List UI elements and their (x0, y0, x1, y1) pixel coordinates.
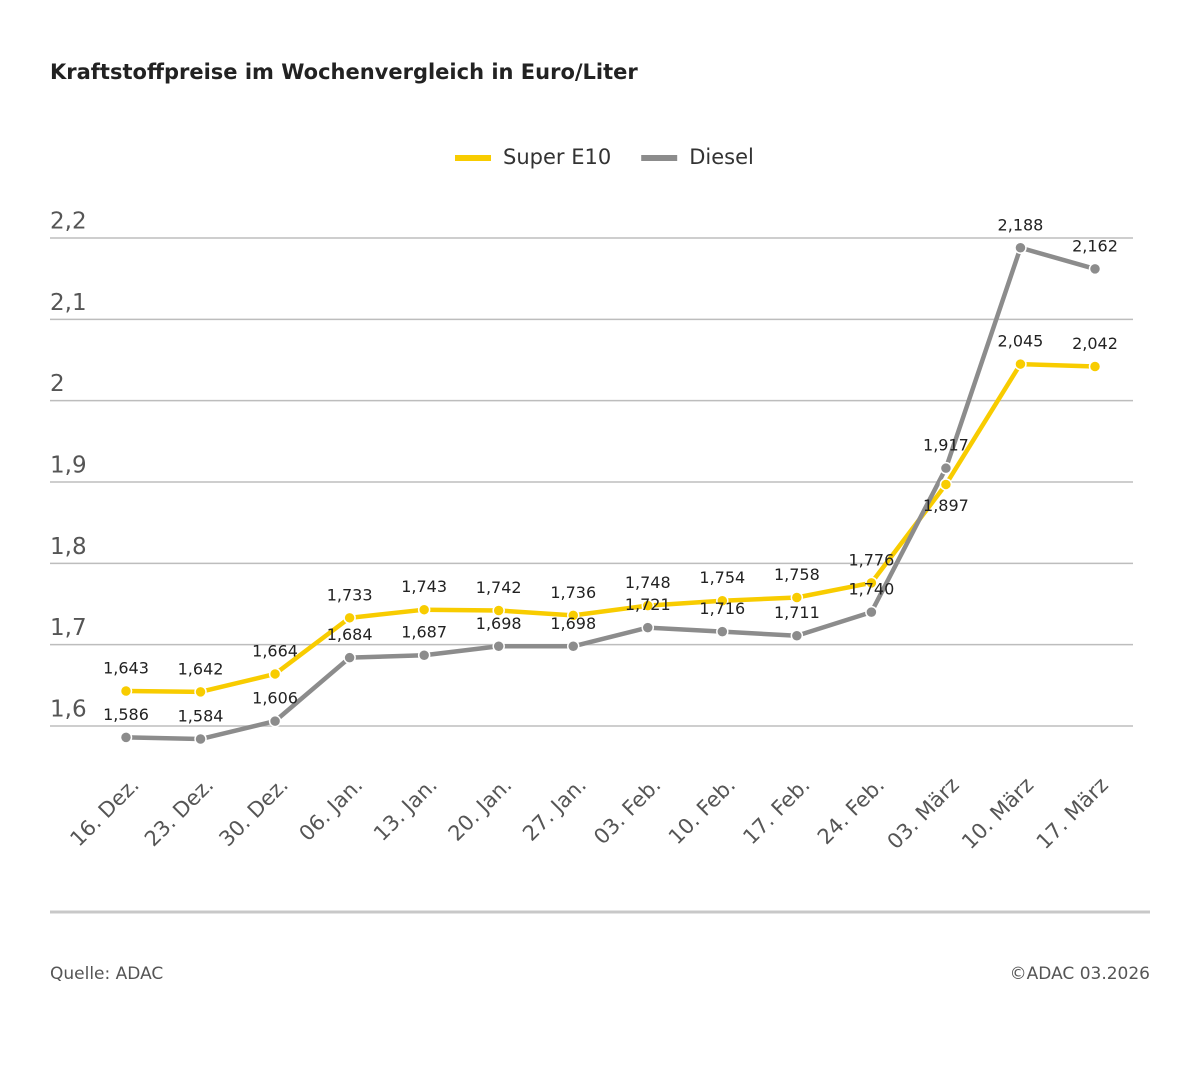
data-label: 1,684 (327, 625, 373, 644)
data-point (119, 731, 133, 744)
y-tick-label: 2,1 (50, 290, 87, 316)
data-label: 1,698 (550, 614, 596, 633)
data-point (939, 461, 953, 475)
data-point (343, 651, 356, 664)
y-tick-label: 2,2 (50, 209, 87, 235)
data-label: 1,606 (252, 689, 298, 708)
legend-label: Super E10 (503, 145, 611, 169)
data-point (566, 640, 580, 653)
data-label: 1,642 (178, 659, 224, 678)
data-label: 1,736 (550, 583, 596, 602)
series-line (125, 361, 1096, 695)
y-tick-label: 1,7 (50, 615, 87, 641)
y-tick-label: 1,6 (50, 697, 87, 723)
data-point (343, 611, 356, 625)
data-label: 1,917 (923, 436, 969, 455)
chart-title: Kraftstoffpreise im Wochenvergleich in E… (50, 60, 638, 84)
data-point (1088, 262, 1102, 276)
data-label: 1,716 (699, 599, 745, 618)
data-label: 1,721 (625, 595, 671, 614)
data-point (716, 625, 729, 638)
data-point (492, 640, 505, 653)
data-label: 1,733 (327, 585, 373, 604)
data-point (641, 599, 655, 612)
data-point (566, 609, 580, 622)
data-point (790, 591, 804, 604)
data-label: 1,742 (476, 578, 522, 597)
y-tick-label: 2 (50, 371, 65, 397)
data-point (417, 648, 431, 662)
data-point (268, 714, 282, 728)
data-label: 2,042 (1072, 334, 1118, 353)
data-point (1014, 357, 1027, 371)
data-point (1014, 241, 1027, 255)
data-point (268, 667, 282, 681)
data-point (641, 621, 655, 634)
data-point (1088, 360, 1102, 373)
data-point (194, 685, 207, 699)
data-label: 1,698 (476, 614, 522, 633)
data-point (417, 603, 431, 616)
data-point (939, 478, 953, 491)
y-tick-label: 1,8 (50, 534, 87, 560)
data-point (790, 629, 804, 642)
data-label: 1,748 (625, 573, 671, 592)
data-label: 2,045 (998, 332, 1044, 351)
data-label: 1,758 (774, 565, 820, 584)
credit: ©ADAC 03.2026 (1010, 964, 1150, 984)
series-line (125, 245, 1096, 742)
data-label: 1,643 (103, 659, 149, 678)
data-label: 2,162 (1072, 236, 1118, 255)
data-point (865, 605, 878, 619)
source: Quelle: ADAC (50, 964, 163, 984)
data-label: 1,743 (401, 577, 447, 596)
y-tick-label: 1,9 (50, 453, 87, 479)
data-point (865, 576, 878, 590)
data-point (492, 604, 505, 617)
data-label: 1,687 (401, 623, 447, 642)
data-label: 1,586 (103, 705, 149, 724)
data-label: 1,754 (699, 568, 745, 587)
data-point (716, 594, 729, 607)
data-point (194, 732, 207, 746)
data-label: 2,188 (998, 215, 1044, 234)
data-label: 1,776 (848, 550, 894, 569)
legend-label: Diesel (689, 145, 754, 169)
data-label: 1,664 (252, 641, 298, 660)
data-label: 1,740 (848, 580, 894, 599)
data-label: 1,584 (178, 707, 224, 726)
data-label: 1,897 (923, 496, 969, 515)
data-label: 1,711 (774, 603, 820, 622)
data-point (119, 684, 133, 698)
